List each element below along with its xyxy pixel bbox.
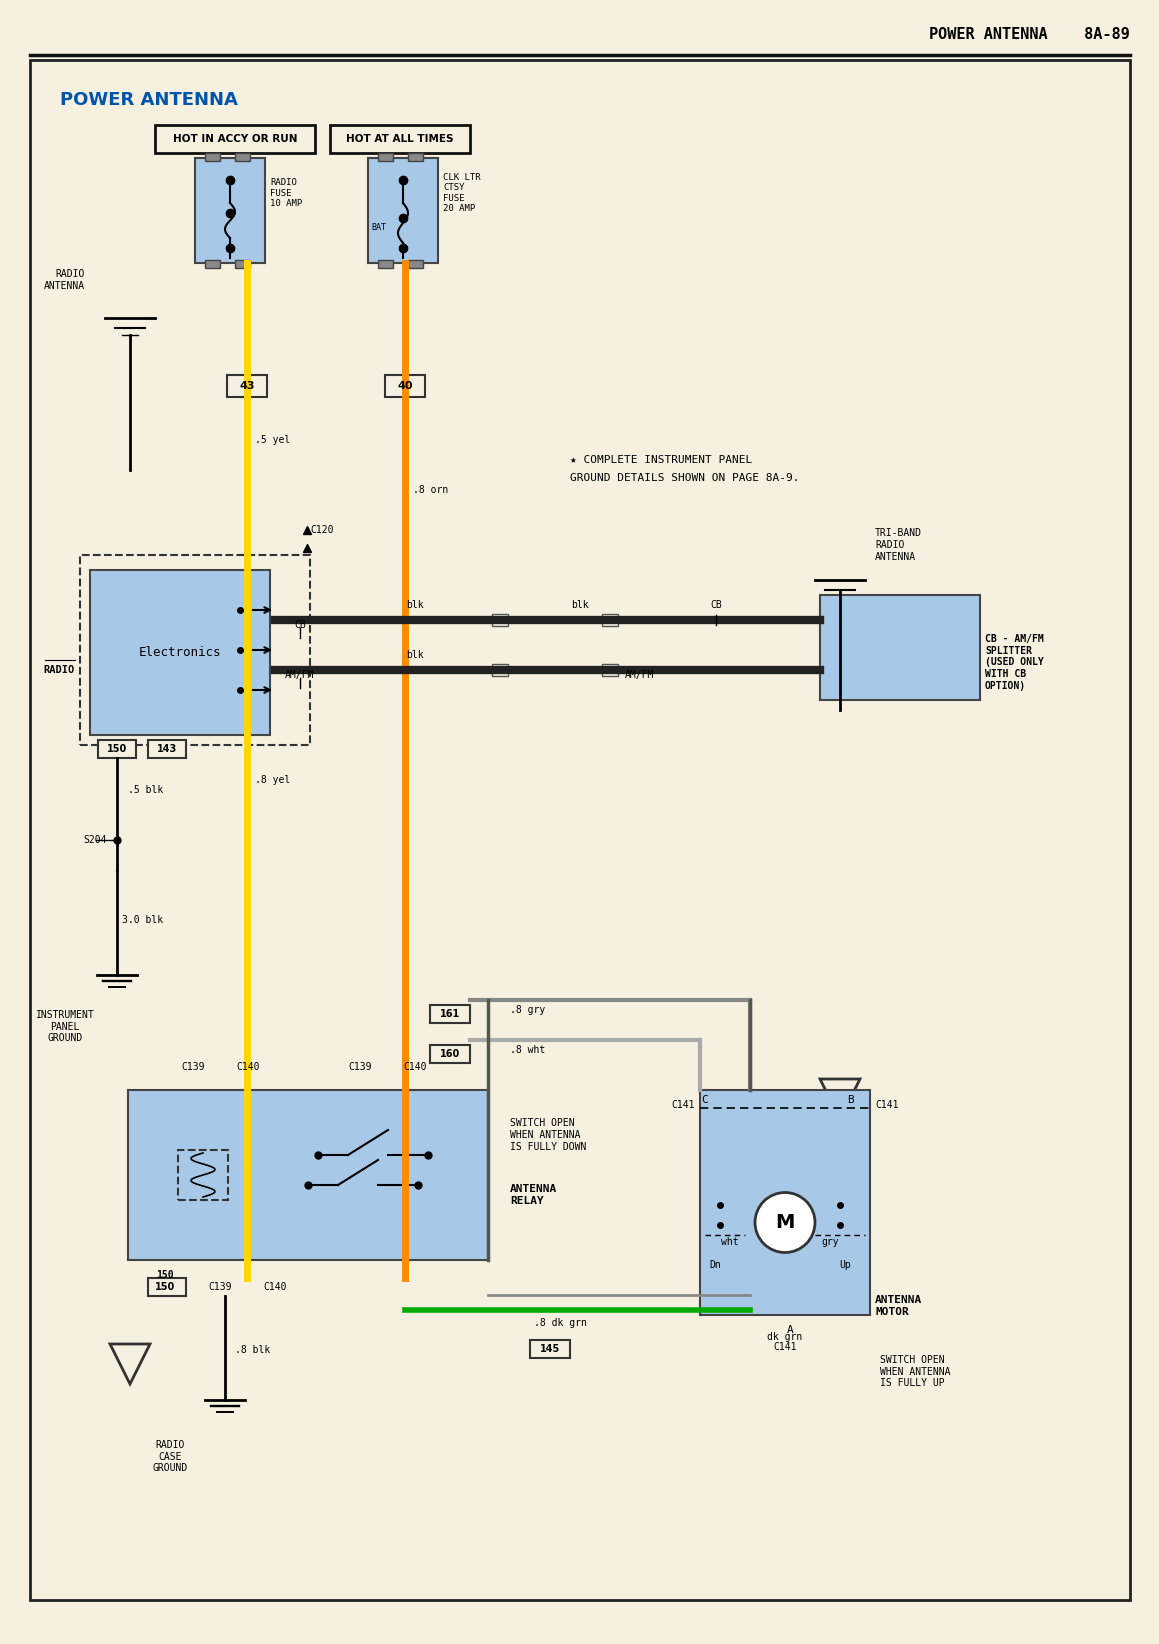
Text: .8 dk grn: .8 dk grn <box>533 1318 586 1328</box>
Text: A: A <box>787 1325 794 1335</box>
Bar <box>821 595 981 700</box>
Text: C141: C141 <box>773 1342 796 1351</box>
Text: 143: 143 <box>156 745 177 755</box>
Text: .8 wht: .8 wht <box>510 1046 545 1055</box>
Text: 40: 40 <box>398 381 413 391</box>
Bar <box>80 556 309 745</box>
Text: C139: C139 <box>348 1062 372 1072</box>
Text: 145: 145 <box>540 1345 560 1355</box>
Text: SWITCH OPEN
WHEN ANTENNA
IS FULLY UP: SWITCH OPEN WHEN ANTENNA IS FULLY UP <box>880 1355 950 1388</box>
Bar <box>378 260 393 268</box>
Text: Dn: Dn <box>709 1259 721 1271</box>
Bar <box>369 158 438 263</box>
Text: .8 gry: .8 gry <box>510 1004 545 1014</box>
Bar <box>227 375 267 396</box>
Text: S204: S204 <box>83 835 107 845</box>
Text: POWER ANTENNA: POWER ANTENNA <box>60 90 238 109</box>
Bar <box>148 1277 185 1295</box>
Text: wht: wht <box>721 1236 738 1248</box>
Text: ★ COMPLETE INSTRUMENT PANEL: ★ COMPLETE INSTRUMENT PANEL <box>570 455 752 465</box>
Text: INSTRUMENT
PANEL
GROUND: INSTRUMENT PANEL GROUND <box>36 1009 94 1044</box>
Bar <box>90 570 270 735</box>
Text: C140: C140 <box>236 1062 260 1072</box>
Text: .8 blk: .8 blk <box>235 1345 270 1355</box>
Text: AM/FM: AM/FM <box>626 671 655 681</box>
Bar <box>205 260 220 268</box>
Text: HOT IN ACCY OR RUN: HOT IN ACCY OR RUN <box>173 135 297 145</box>
Text: TRI-BAND
RADIO
ANTENNA: TRI-BAND RADIO ANTENNA <box>875 528 923 562</box>
Text: blk: blk <box>571 600 589 610</box>
Text: RADIO
ANTENNA: RADIO ANTENNA <box>44 270 85 291</box>
Text: C140: C140 <box>263 1282 286 1292</box>
Text: C141: C141 <box>875 1100 898 1110</box>
Text: .5 yel: .5 yel <box>255 436 290 446</box>
Bar <box>205 153 220 161</box>
Text: RADIO
FUSE
10 AMP: RADIO FUSE 10 AMP <box>270 178 302 207</box>
Bar <box>602 664 618 676</box>
FancyBboxPatch shape <box>155 125 315 153</box>
Bar <box>235 260 250 268</box>
Text: ANTENNA
RELAY: ANTENNA RELAY <box>510 1184 557 1205</box>
Bar <box>99 740 136 758</box>
Bar <box>378 153 393 161</box>
Bar <box>385 375 425 396</box>
Text: gry: gry <box>822 1236 839 1248</box>
Text: C120: C120 <box>309 524 334 534</box>
Bar <box>148 740 185 758</box>
Text: C139: C139 <box>209 1282 232 1292</box>
Text: CB - AM/FM
SPLITTER
(USED ONLY
WITH CB
OPTION): CB - AM/FM SPLITTER (USED ONLY WITH CB O… <box>985 635 1044 690</box>
Text: B: B <box>846 1095 853 1105</box>
Text: ANTENNA
MOTOR: ANTENNA MOTOR <box>875 1295 923 1317</box>
Bar <box>602 613 618 626</box>
Bar <box>430 1004 471 1023</box>
Bar <box>700 1090 870 1315</box>
Text: blk: blk <box>406 600 424 610</box>
Text: RADIO: RADIO <box>44 666 75 676</box>
Bar <box>430 1046 471 1064</box>
Text: 43: 43 <box>239 381 255 391</box>
Text: .8 orn: .8 orn <box>413 485 449 495</box>
Text: Up: Up <box>839 1259 851 1271</box>
Text: C140: C140 <box>403 1062 427 1072</box>
Text: .5 blk: .5 blk <box>127 784 163 796</box>
Bar <box>493 613 508 626</box>
Text: 161: 161 <box>440 1009 460 1019</box>
Text: blk: blk <box>406 649 424 659</box>
Bar <box>235 153 250 161</box>
Bar <box>493 664 508 676</box>
Text: CB: CB <box>710 600 722 610</box>
Text: RADIO
CASE
GROUND: RADIO CASE GROUND <box>152 1440 188 1473</box>
Bar <box>408 153 423 161</box>
Text: C: C <box>701 1095 708 1105</box>
Text: CLK LTR
CTSY
FUSE
20 AMP: CLK LTR CTSY FUSE 20 AMP <box>443 173 481 214</box>
Text: CB: CB <box>294 620 306 630</box>
Bar <box>530 1340 570 1358</box>
Text: 150: 150 <box>155 1282 175 1292</box>
Text: SWITCH OPEN
WHEN ANTENNA
IS FULLY DOWN: SWITCH OPEN WHEN ANTENNA IS FULLY DOWN <box>510 1118 586 1151</box>
Text: dk grn: dk grn <box>767 1332 803 1342</box>
Circle shape <box>755 1192 815 1253</box>
Text: 150: 150 <box>156 1271 174 1281</box>
Text: AM/FM: AM/FM <box>285 671 315 681</box>
Text: .8 yel: .8 yel <box>255 774 290 784</box>
Bar <box>178 1151 228 1200</box>
Text: 3.0 blk: 3.0 blk <box>122 916 163 926</box>
Text: C139: C139 <box>181 1062 205 1072</box>
FancyBboxPatch shape <box>330 125 471 153</box>
Text: C141: C141 <box>671 1100 695 1110</box>
Text: M: M <box>775 1213 795 1231</box>
Text: POWER ANTENNA    8A-89: POWER ANTENNA 8A-89 <box>930 28 1130 43</box>
Bar <box>408 260 423 268</box>
Text: Electronics: Electronics <box>139 646 221 659</box>
Text: HOT AT ALL TIMES: HOT AT ALL TIMES <box>347 135 454 145</box>
Text: 160: 160 <box>440 1049 460 1059</box>
Bar <box>195 158 265 263</box>
Text: 150: 150 <box>107 745 127 755</box>
Text: GROUND DETAILS SHOWN ON PAGE 8A-9.: GROUND DETAILS SHOWN ON PAGE 8A-9. <box>570 473 800 483</box>
Text: BAT: BAT <box>371 224 386 232</box>
Bar <box>127 1090 488 1259</box>
